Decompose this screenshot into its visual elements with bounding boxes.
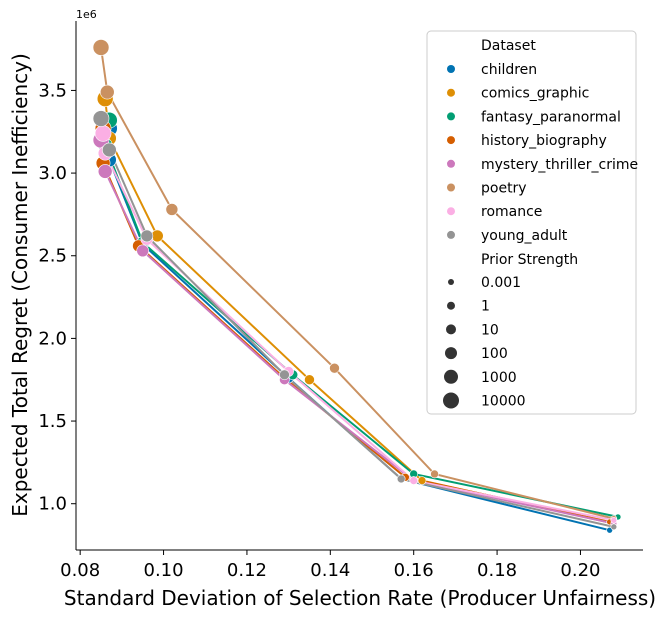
legend-size-marker <box>445 347 457 360</box>
legend-size-label: 0.001 <box>481 275 521 291</box>
data-point-romance <box>409 476 418 485</box>
legend-label-romance: romance <box>481 204 542 220</box>
legend-label-poetry: poetry <box>481 181 527 197</box>
x-tick-label: 0.12 <box>227 560 267 581</box>
data-point-romance <box>610 516 618 524</box>
legend-label-fantasy_paranormal: fantasy_paranormal <box>481 109 621 125</box>
legend-label-young_adult: young_adult <box>481 228 568 244</box>
data-point-young_adult <box>610 523 618 531</box>
legend-hue-title: Dataset <box>481 38 536 54</box>
data-point-young_adult <box>279 369 290 381</box>
y-tick-label: 3.5 <box>38 80 67 101</box>
data-point-poetry <box>430 469 439 479</box>
legend-marker-fantasy_paranormal <box>447 112 455 121</box>
legend-marker-comics_graphic <box>447 88 455 97</box>
y-axis-label: Expected Total Regret (Consumer Ineffici… <box>8 53 32 517</box>
legend-size-marker <box>444 369 458 384</box>
data-point-young_adult <box>92 110 110 127</box>
x-axis-label: Standard Deviation of Selection Rate (Pr… <box>64 586 655 610</box>
legend-size-title: Prior Strength <box>481 252 578 268</box>
data-point-poetry <box>99 84 115 100</box>
legend-size-label: 1000 <box>481 370 517 386</box>
legend-marker-young_adult <box>447 230 455 239</box>
plot-area <box>92 39 622 534</box>
legend-hue-entries: children comics_graphic fantasy_paranormal… <box>447 62 638 244</box>
data-point-mystery_thriller_crime <box>97 164 113 179</box>
data-point-poetry <box>329 362 340 374</box>
data-point-poetry <box>165 203 179 216</box>
y-tick-label: 1.5 <box>38 411 67 432</box>
legend-size-label: 10 <box>481 322 499 338</box>
data-point-young_adult <box>140 229 154 243</box>
x-ticks: 0.08 0.10 0.12 0.14 0.16 0.18 0.20 <box>60 550 601 581</box>
data-point-comics_graphic <box>417 476 427 485</box>
y-tick-label: 3.0 <box>38 163 67 184</box>
y-tick-label: 2.5 <box>38 246 67 267</box>
y-tick-label: 1.0 <box>38 494 67 515</box>
legend-label-history_biography: history_biography <box>481 133 607 149</box>
data-point-mystery_thriller_crime <box>136 244 150 258</box>
x-tick-label: 0.14 <box>310 560 350 581</box>
x-tick-label: 0.10 <box>144 560 184 581</box>
legend-label-mystery_thriller_crime: mystery_thriller_crime <box>481 157 638 173</box>
legend: Dataset children comics_graphic fantasy_pa… <box>426 30 638 415</box>
y-tick-label: 2.0 <box>38 328 67 349</box>
legend-frame <box>426 30 637 415</box>
legend-size-marker <box>443 392 459 409</box>
legend-size-entries: 0.001 1 10 100 1000 10000 <box>443 275 526 410</box>
legend-size-marker <box>447 301 455 310</box>
data-point-romance <box>94 125 112 142</box>
x-tick-label: 0.20 <box>560 560 600 581</box>
legend-size-marker <box>448 279 454 285</box>
legend-marker-history_biography <box>447 136 455 145</box>
legend-marker-mystery_thriller_crime <box>447 159 455 168</box>
legend-size-label: 1 <box>481 299 490 315</box>
y-ticks: 1.0 1.5 2.0 2.5 3.0 3.5 <box>38 80 76 515</box>
legend-size-marker <box>446 324 456 335</box>
legend-marker-poetry <box>447 183 455 192</box>
data-point-young_adult <box>396 474 406 484</box>
data-point-poetry <box>92 39 110 56</box>
legend-size-label: 10000 <box>481 394 526 410</box>
legend-label-comics_graphic: comics_graphic <box>481 86 589 102</box>
x-tick-label: 0.08 <box>60 560 100 581</box>
legend-size-label: 100 <box>481 346 508 362</box>
y-offset-label: 1e6 <box>76 8 97 21</box>
x-tick-label: 0.16 <box>394 560 434 581</box>
data-point-young_adult <box>102 142 117 158</box>
legend-marker-children <box>447 65 455 73</box>
data-point-comics_graphic <box>304 374 315 386</box>
legend-marker-romance <box>447 207 455 216</box>
x-tick-label: 0.18 <box>477 560 517 581</box>
series-line-poetry <box>100 47 615 520</box>
legend-label-children: children <box>481 62 537 78</box>
